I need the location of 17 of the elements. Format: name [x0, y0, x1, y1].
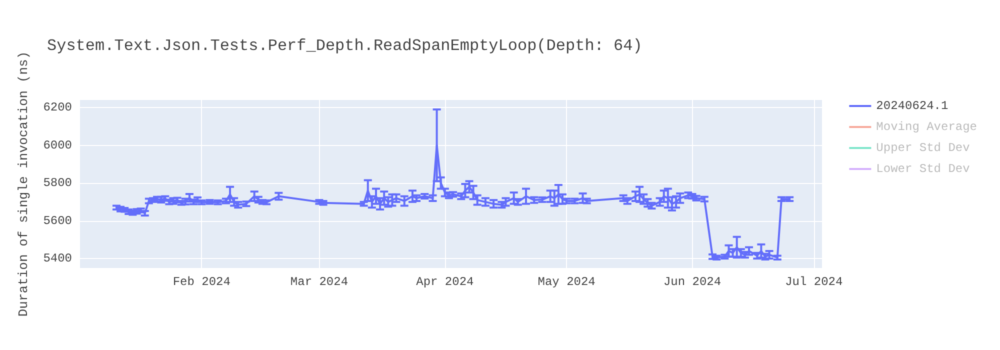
y-tick-label: 6200: [43, 100, 72, 115]
chart-title: System.Text.Json.Tests.Perf_Depth.ReadSpanEmptyLoop(Depth: 64): [47, 37, 642, 55]
legend-label: Upper Std Dev: [876, 141, 970, 155]
legend-label: 20240624.1: [876, 99, 948, 113]
x-tick-label: Jun 2024: [663, 275, 722, 289]
legend-label: Moving Average: [876, 120, 978, 134]
y-tick-label: 5400: [43, 252, 72, 266]
y-tick-label: 5600: [43, 214, 72, 228]
x-tick-label: Apr 2024: [416, 275, 474, 289]
legend-label: Lower Std Dev: [876, 162, 970, 176]
y-axis-title: Duration of single invocation (ns): [16, 51, 31, 317]
x-tick-label: Jul 2024: [785, 275, 843, 289]
y-tick-label: 6000: [43, 138, 72, 152]
y-tick-label: 5800: [43, 176, 72, 190]
x-tick-label: Feb 2024: [172, 275, 230, 289]
x-tick-label: May 2024: [538, 275, 596, 289]
x-tick-label: Mar 2024: [290, 275, 348, 289]
